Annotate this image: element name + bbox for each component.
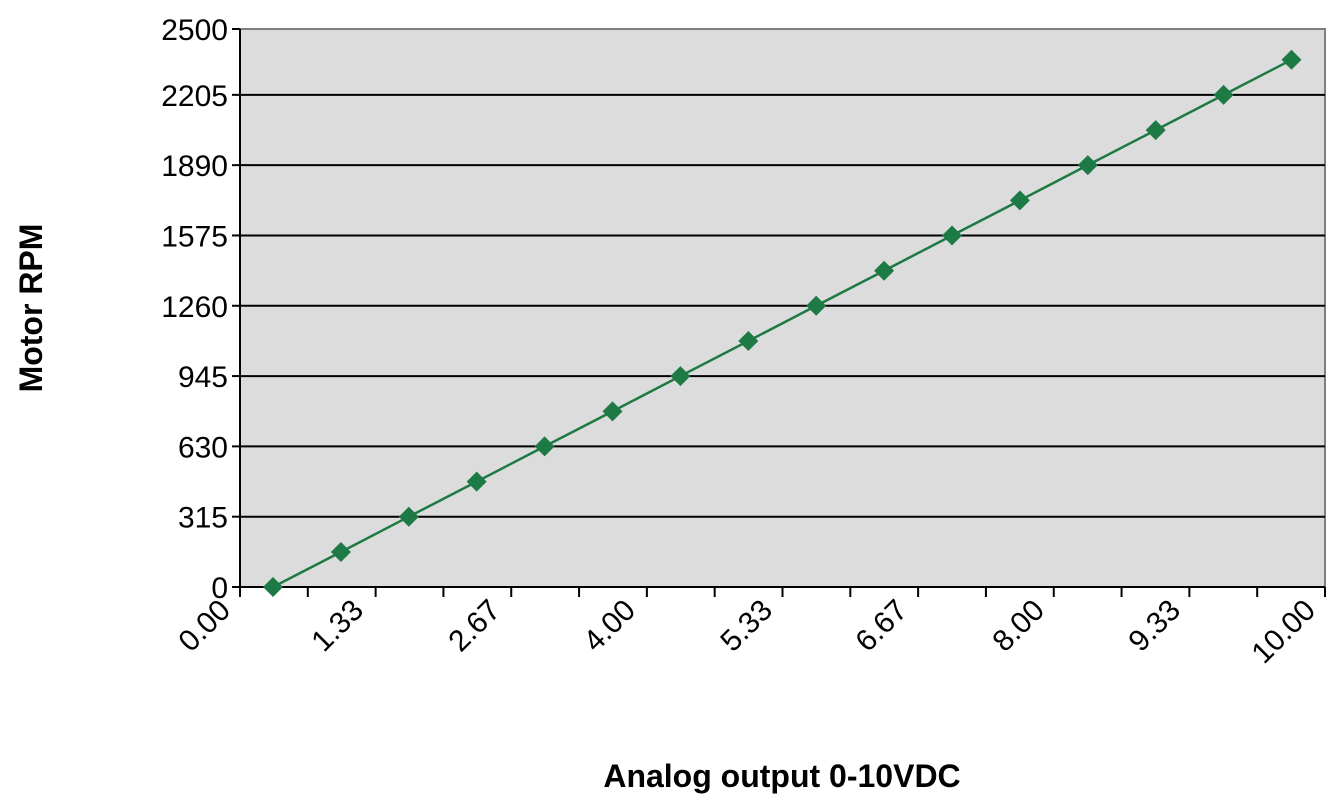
x-tick-label: 5.33 [714,594,779,659]
data-point-marker [1281,49,1302,70]
data-point-marker [398,506,419,527]
x-tick-label: 2.67 [442,594,507,659]
data-point-marker [874,260,895,281]
x-tick-labels: 0.00 1.33 2.67 4.00 5.33 6.67 8.00 9.33 10.00 [172,594,1322,670]
data-point-marker [263,577,283,597]
data-point-marker [534,436,555,457]
y-tick-label: 630 [178,431,228,464]
data-point-marker [1009,190,1030,211]
y-tick-label: 945 [178,361,228,394]
x-tick-label: 4.00 [577,594,642,659]
y-tick-label: 1890 [161,150,228,183]
x-tick-label: 10.00 [1246,594,1322,670]
data-point-marker [942,225,962,246]
y-tick-label: 0 [211,572,228,605]
data-point-marker [1145,120,1166,141]
y-tick-label: 1260 [161,291,228,324]
data-point-marker [1077,155,1098,176]
x-tick-label: 1.33 [305,594,370,659]
plot-area [239,28,1326,588]
x-tick-label: 6.67 [849,594,914,659]
x-axis-title: Analog output 0-10VDC [603,758,960,794]
data-point-marker [738,331,759,352]
gridlines [232,28,1325,588]
x-tick-label: 9.33 [1122,594,1187,659]
y-tick-labels: 0 315 630 945 1260 1575 1890 2205 2500 [161,14,228,605]
data-point-marker [806,295,827,316]
y-axis-title: Motor RPM [13,224,49,393]
series-line [272,58,1293,589]
data-point-marker [330,541,351,562]
y-tick-label: 2500 [161,14,228,47]
data-point-marker [466,471,487,492]
series-group [263,49,1302,597]
y-tick-label: 315 [178,502,228,535]
y-tick-label: 1575 [161,220,228,253]
data-point-marker [670,366,691,387]
data-point-marker [602,401,623,422]
x-tick-label: 8.00 [986,594,1051,659]
axes [239,29,1326,597]
y-tick-label: 2205 [161,80,228,113]
data-point-marker [1213,84,1234,105]
